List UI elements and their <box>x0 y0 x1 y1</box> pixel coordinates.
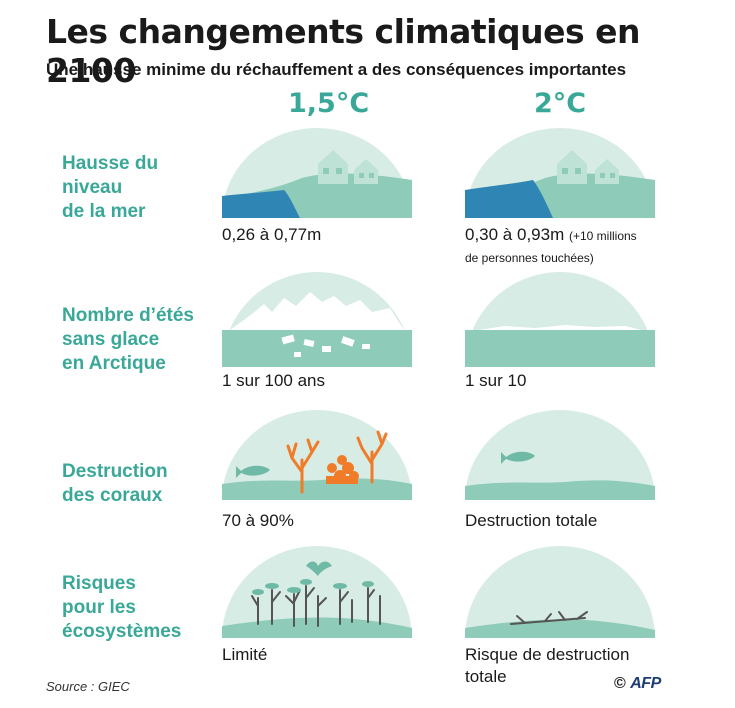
arctic-1-5c-illustration <box>222 272 412 367</box>
sea-level-2c-illustration <box>465 128 655 218</box>
row-label-sea-level: Hausse du niveau de la mer <box>62 153 159 222</box>
column-heading-1-5c: 1,5°C <box>288 88 370 119</box>
corals-2c-value: Destruction totale <box>465 511 598 530</box>
source-note: Source : GIEC <box>46 679 130 694</box>
row-label-corals: Destruction des coraux <box>62 461 168 506</box>
row-label-ecosystems: Risques pour les écosystèmes <box>62 573 182 642</box>
coral-icon <box>286 430 388 494</box>
afp-logo: AFP <box>630 675 661 692</box>
sea-level-2c-value: 0,30 à 0,93m (+10 millions de personnes … <box>465 225 637 265</box>
page-title: Les changements climatiques en 2100 <box>46 12 640 90</box>
ecosystems-1-5c-value: Limité <box>222 645 268 664</box>
coral-blob-icon <box>326 455 359 484</box>
fish-icon <box>501 451 535 464</box>
bird-icon <box>306 561 332 576</box>
house-icon <box>318 150 378 184</box>
sea-level-1-5c-illustration <box>222 128 412 218</box>
sea-level-1-5c-value: 0,26 à 0,77m <box>222 225 322 244</box>
arctic-2c-illustration <box>465 272 655 367</box>
row-label-arctic-ice: Nombre d’étés sans glace en Arctique <box>62 305 194 374</box>
corals-1-5c-illustration <box>222 410 412 500</box>
ecosystems-2c-value: Risque de destruction totale <box>465 645 630 686</box>
fallen-branch-icon <box>510 611 588 625</box>
fish-icon <box>236 465 270 478</box>
page-subtitle: Une hausse minime du réchauffement a des… <box>46 60 627 79</box>
house-icon <box>557 150 619 184</box>
arctic-1-5c-value: 1 sur 100 ans <box>222 371 326 390</box>
corals-1-5c-value: 70 à 90% <box>222 511 294 530</box>
copyright-symbol: © <box>614 675 626 692</box>
corals-2c-illustration <box>465 410 655 500</box>
column-heading-2c: 2°C <box>534 88 587 119</box>
afp-credit: © AFP <box>614 675 661 693</box>
ice-floe-icon <box>281 334 370 357</box>
ecosystems-1-5c-illustration <box>222 546 412 638</box>
ecosystems-2c-illustration <box>465 546 655 638</box>
foliage-icon <box>252 579 374 595</box>
arctic-2c-value: 1 sur 10 <box>465 371 527 390</box>
